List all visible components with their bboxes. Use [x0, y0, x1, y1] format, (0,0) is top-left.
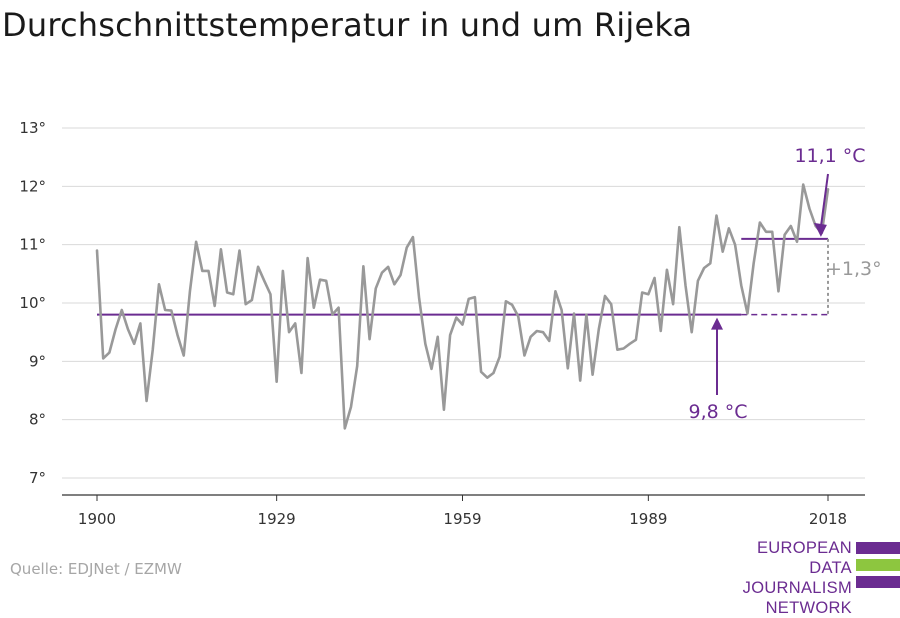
temperature-chart: 7°8°9°10°11°12°13° 1900 1929 1959 1989 2018 … [19, 119, 881, 528]
edjnet-logo: EUROPEAN DATA JOURNALISM NETWORK [700, 538, 900, 617]
logo-line-1: EUROPEAN [756, 539, 852, 557]
logo-text: EUROPEAN DATA JOURNALISM NETWORK [700, 538, 852, 618]
recent-average-label: 11,1 °C [794, 145, 865, 167]
y-tick-label: 12° [19, 177, 46, 195]
temperature-series-line [95, 183, 830, 430]
y-tick-label: 13° [19, 119, 46, 137]
logo-line-2: DATA JOURNALISM [742, 559, 852, 597]
x-tick-label: 2018 [809, 510, 847, 528]
difference-label: +1,3° [826, 258, 882, 280]
y-tick-label: 11° [19, 236, 46, 254]
logo-bar-top [856, 542, 900, 554]
logo-line-3: NETWORK [765, 599, 852, 617]
recent-arrow-shaft [819, 173, 829, 227]
x-tick-label: 1900 [78, 510, 116, 528]
x-tick-label: 1959 [443, 510, 481, 528]
logo-bar-bottom [856, 576, 900, 588]
logo-bar-middle [856, 559, 900, 571]
y-tick-label: 7° [29, 469, 46, 487]
axes: 1900 1929 1959 1989 2018 [62, 494, 865, 528]
y-tick-label: 9° [29, 352, 46, 370]
recent-arrow-head [813, 222, 827, 237]
source-note: Quelle: EDJNet / EZMW [10, 560, 182, 578]
y-tick-label: 8° [29, 411, 46, 429]
baseline-arrow-head [711, 317, 723, 330]
series-layer [95, 183, 830, 430]
x-tick-label: 1929 [258, 510, 296, 528]
reference-lines [97, 237, 829, 316]
baseline-average-label: 9,8 °C [688, 401, 747, 423]
annotations: 11,1 °C 9,8 °C +1,3° [688, 145, 881, 423]
x-tick-label: 1989 [629, 510, 667, 528]
grid-lines: 7° 8° 9° 10° 11° 12° 13° [19, 119, 865, 487]
y-tick-label: 10° [19, 294, 46, 312]
chart-title: Durchschnittstemperatur in und um Rijeka [2, 6, 693, 44]
